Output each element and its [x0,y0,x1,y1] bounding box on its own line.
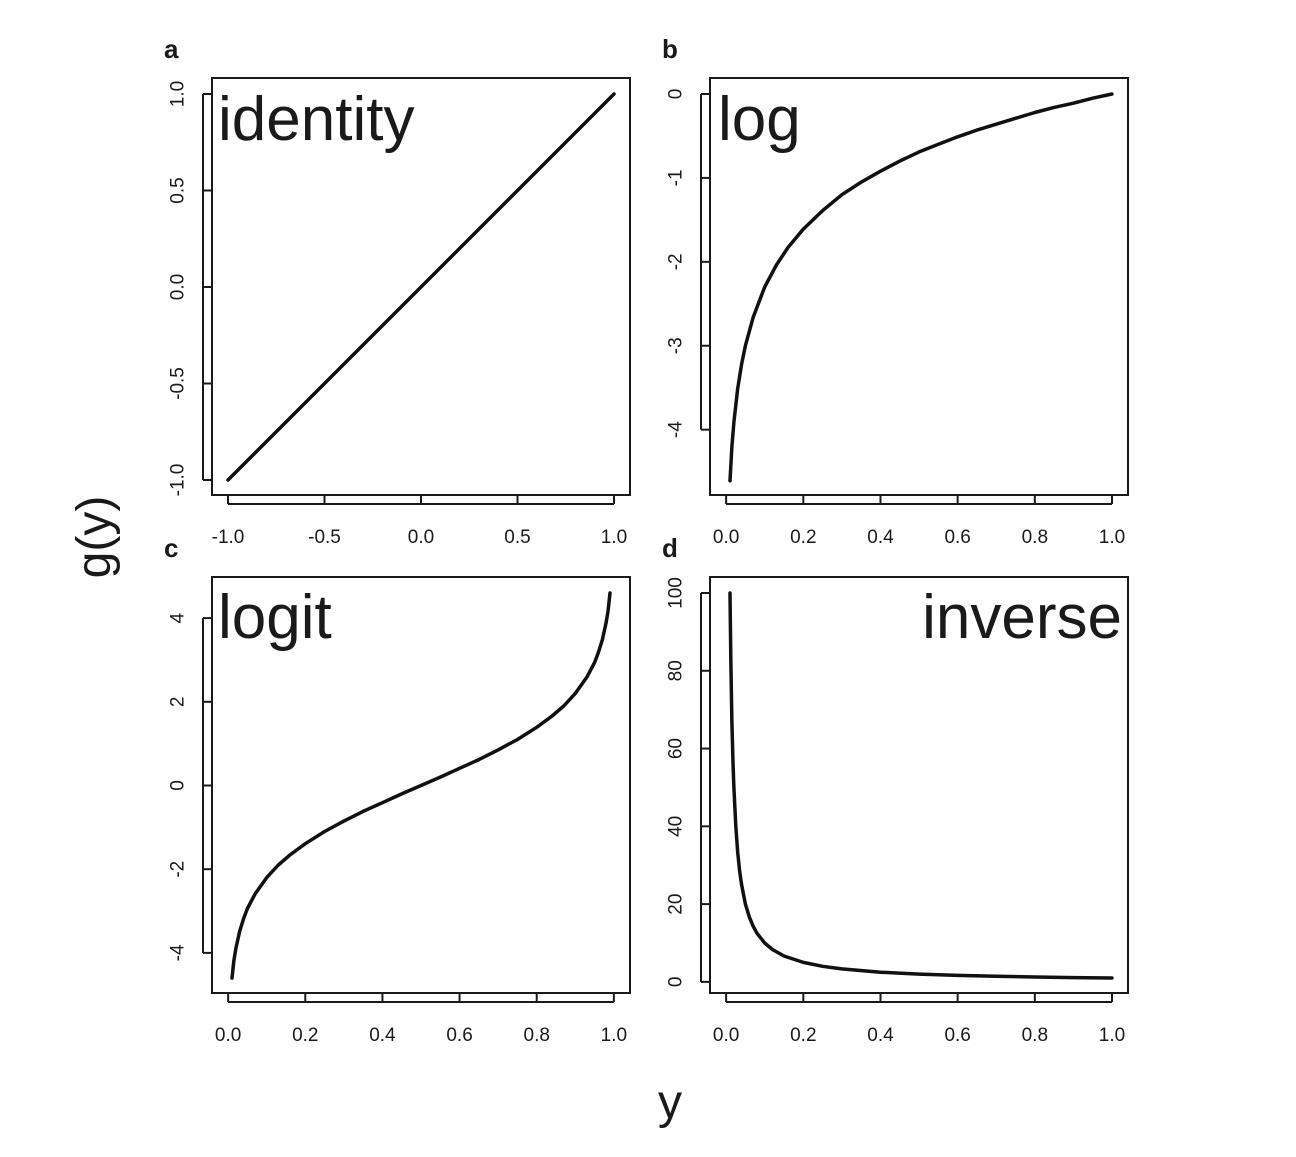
x-tick-label: 1.0 [601,527,627,548]
panel-d: d inverse 0.0 0.2 0.4 0.6 0.8 1.0 0 20 40 60 80 100 [662,533,1129,1046]
x-tick-label: 0.4 [867,1025,894,1046]
y-tick-label: -2 [666,253,687,270]
y-tick-label: 4 [168,612,189,623]
x-tick-label: 0.2 [790,527,816,548]
panel-c: c logit 0.0 0.2 0.4 0.6 0.8 1.0 -4 -2 0 2 4 [164,533,631,1046]
y-tick-label: -1 [666,169,687,186]
panel-letter: d [662,533,678,563]
x-tick-label: 0.8 [1022,527,1048,548]
y-tick-label: 80 [666,660,687,681]
x-tick-label: -1.0 [212,527,245,548]
y-tick-label: 0.0 [168,274,189,300]
panel-title: logit [218,583,332,652]
y-tick-label: 0 [666,977,687,988]
panel-a: a identity -1.0 -0.5 0.0 0.5 1.0 -1.0 -0.5 0.0 0.5… [164,34,631,548]
plot-frame [709,576,1129,994]
y-tick-label: 1.0 [168,81,189,107]
series-line-c [230,591,612,980]
x-tick-label: 0.0 [408,527,434,548]
y-tick-label: 0 [168,780,189,791]
x-tick-label: 0.8 [1022,1025,1048,1046]
x-tick-label: -0.5 [308,527,341,548]
y-tick-label: 0 [666,89,687,100]
x-tick-label: 0.5 [504,527,530,548]
y-tick-label: 60 [666,738,687,759]
y-tick-label: -4 [666,421,687,438]
x-tick-label: 0.0 [215,1025,241,1046]
x-tick-label: 0.6 [446,1025,472,1046]
x-tick-label: 0.6 [944,527,970,548]
series-line-a [226,92,616,482]
y-tick-label: -2 [168,861,189,878]
x-tick-label: 0.2 [790,1025,816,1046]
y-tick-label: -3 [666,337,687,354]
y-axis-title: g(y) [68,496,121,579]
x-tick-label: 0.0 [713,1025,739,1046]
y-tick-label: 0.5 [168,177,189,203]
x-tick-label: 0.4 [369,1025,396,1046]
y-tick-label: 40 [666,816,687,837]
x-tick-label: 0.8 [524,1025,550,1046]
panel-title: log [718,85,801,154]
x-tick-label: 0.2 [292,1025,318,1046]
panel-letter: b [662,34,678,64]
panel-title: inverse [922,583,1122,652]
y-tick-label: 100 [666,577,687,609]
y-tick-label: 2 [168,697,189,708]
x-axis-title: y [658,1076,682,1129]
x-tick-label: 1.0 [1099,1025,1125,1046]
panel-title: identity [218,85,414,154]
y-tick-label: -4 [168,944,189,961]
y-tick-label: 20 [666,894,687,915]
panel-letter: c [164,533,178,563]
x-tick-label: 1.0 [601,1025,627,1046]
series-line-b [728,92,1114,483]
series-line-d [728,591,1114,980]
panel-letter: a [164,34,179,64]
x-tick-label: 0.0 [713,527,739,548]
x-tick-label: 0.6 [944,1025,970,1046]
x-tick-label: 1.0 [1099,527,1125,548]
y-tick-label: -0.5 [168,367,189,400]
x-tick-label: 0.4 [867,527,894,548]
panel-b: b log 0.0 0.2 0.4 0.6 0.8 1.0 -4 -3 -2 -1 0 [662,34,1129,548]
y-tick-label: -1.0 [168,464,189,497]
plot-frame [709,77,1129,496]
